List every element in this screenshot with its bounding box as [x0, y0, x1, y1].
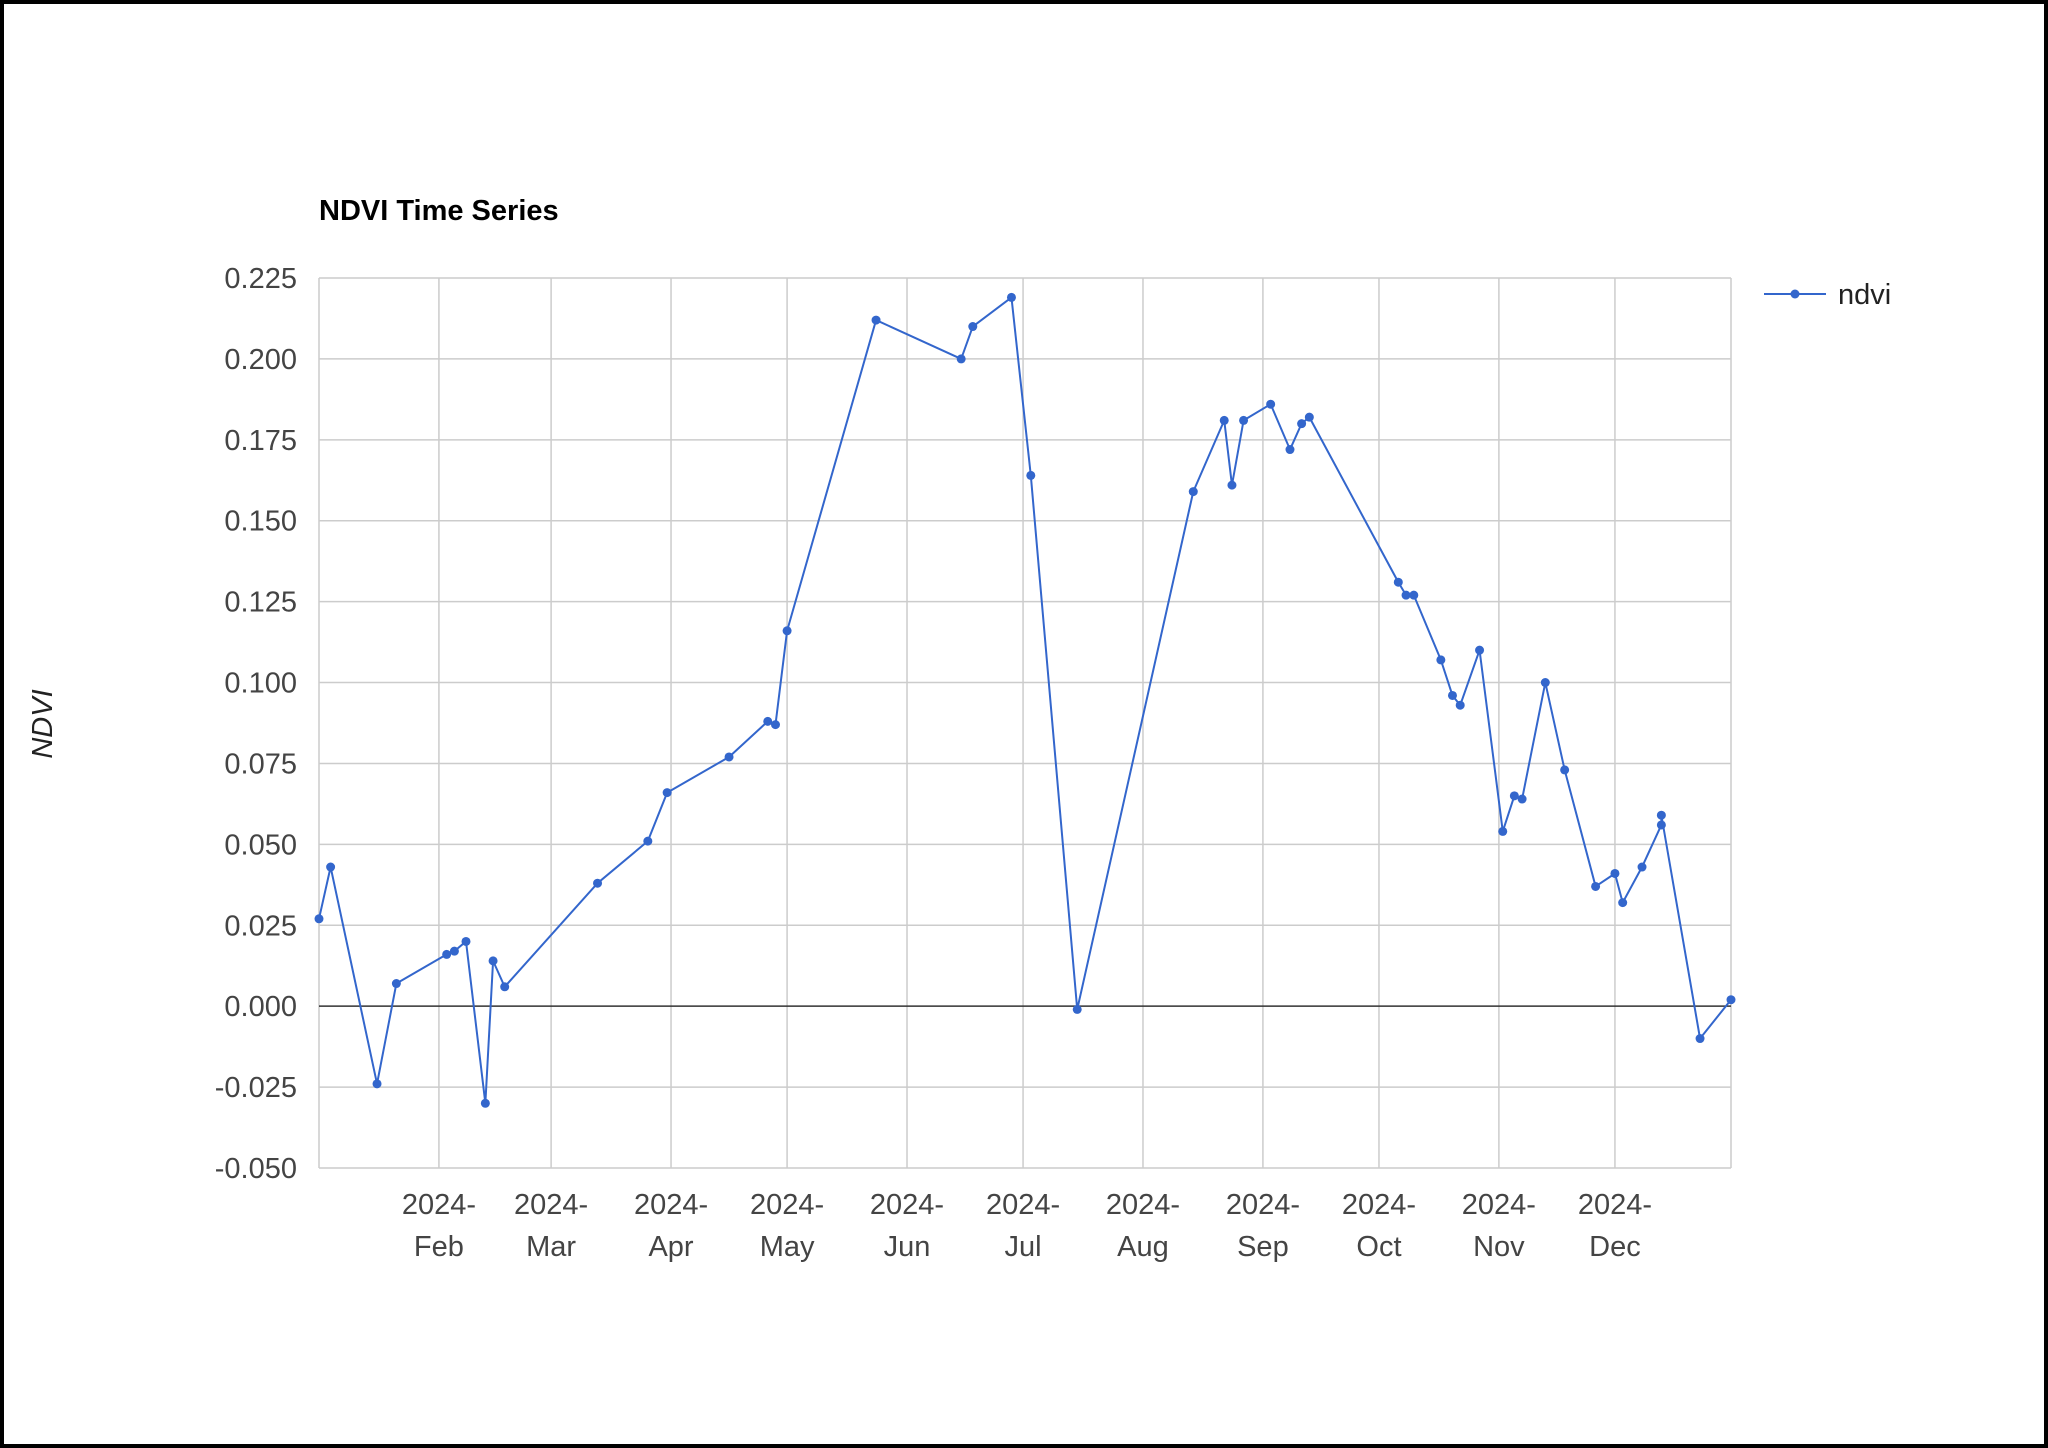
data-point[interactable]: [1540, 678, 1550, 688]
data-point[interactable]: [500, 982, 510, 992]
data-point[interactable]: [1656, 810, 1666, 820]
x-tick-label-month: Jul: [1005, 1231, 1042, 1263]
y-tick-label: 0.000: [224, 991, 297, 1023]
y-tick-label: 0.200: [224, 344, 297, 376]
data-point[interactable]: [1219, 415, 1229, 425]
y-tick-label: 0.025: [224, 910, 297, 942]
x-tick-label-year: 2024-: [1462, 1189, 1536, 1221]
data-point[interactable]: [488, 956, 498, 966]
x-tick-label-year: 2024-: [1342, 1189, 1416, 1221]
data-point[interactable]: [1006, 292, 1016, 302]
y-axis-label: NDVI: [27, 689, 59, 758]
data-point[interactable]: [314, 914, 324, 924]
y-axis-ticks: 0.225 0.200 0.175 0.150 0.125 0.100 0.075 0.050…: [215, 263, 297, 1185]
data-point[interactable]: [770, 720, 780, 730]
data-point[interactable]: [1560, 765, 1570, 775]
data-point[interactable]: [1436, 655, 1446, 665]
y-tick-label: 0.100: [224, 668, 297, 700]
y-tick-label: -0.050: [215, 1153, 297, 1185]
x-tick-label-year: 2024-: [986, 1189, 1060, 1221]
data-point[interactable]: [1618, 898, 1628, 908]
data-point[interactable]: [1266, 399, 1276, 409]
data-point[interactable]: [1447, 690, 1457, 700]
data-point[interactable]: [442, 949, 452, 959]
x-tick-label-month: Dec: [1589, 1231, 1641, 1263]
y-tick-label: 0.175: [224, 425, 297, 457]
y-tick-label: 0.075: [224, 748, 297, 780]
data-point[interactable]: [1509, 791, 1519, 801]
data-point[interactable]: [1517, 794, 1527, 804]
data-point[interactable]: [1610, 868, 1620, 878]
data-point[interactable]: [449, 946, 459, 956]
x-tick-label-month: Sep: [1237, 1231, 1289, 1263]
y-tick-label: 0.225: [224, 263, 297, 295]
x-axis-ticks: 2024- Feb 2024- Mar 2024- Apr 2024- May 2024- Jun…: [402, 1189, 1652, 1263]
x-tick-label-year: 2024-: [1578, 1189, 1652, 1221]
chart-title: NDVI Time Series: [319, 195, 559, 227]
data-point[interactable]: [1726, 995, 1736, 1005]
data-point[interactable]: [782, 626, 792, 636]
legend[interactable]: ndvi: [1764, 279, 1891, 311]
series-layer: [314, 292, 1736, 1108]
data-point[interactable]: [643, 836, 653, 846]
data-point[interactable]: [1637, 862, 1647, 872]
x-tick-label-month: Mar: [526, 1231, 576, 1263]
x-tick-label-month: Jun: [884, 1231, 931, 1263]
y-tick-label: 0.050: [224, 829, 297, 861]
data-point[interactable]: [372, 1079, 382, 1089]
y-tick-label: 0.125: [224, 587, 297, 619]
data-point[interactable]: [1304, 412, 1314, 422]
data-point[interactable]: [480, 1098, 490, 1108]
data-point[interactable]: [956, 354, 966, 364]
data-point[interactable]: [871, 315, 881, 325]
x-tick-label-month: Oct: [1356, 1231, 1401, 1263]
data-point[interactable]: [1026, 470, 1036, 480]
x-tick-label-year: 2024-: [402, 1189, 476, 1221]
legend-marker: [1790, 289, 1800, 299]
x-tick-label-month: Feb: [414, 1231, 464, 1263]
x-tick-label-month: Aug: [1117, 1231, 1169, 1263]
series-line-ndvi: [318, 296, 1732, 1105]
data-point[interactable]: [1656, 820, 1666, 830]
x-tick-label-month: Apr: [648, 1231, 693, 1263]
data-point[interactable]: [1393, 577, 1403, 587]
data-point[interactable]: [326, 862, 336, 872]
data-point[interactable]: [1401, 590, 1411, 600]
data-point[interactable]: [1695, 1034, 1705, 1044]
data-point[interactable]: [1455, 700, 1465, 710]
x-tick-label-year: 2024-: [1106, 1189, 1180, 1221]
data-point[interactable]: [1475, 645, 1485, 655]
data-point[interactable]: [1072, 1004, 1082, 1014]
x-tick-label-month: May: [760, 1231, 815, 1263]
data-point[interactable]: [662, 788, 672, 798]
y-tick-label: 0.150: [224, 506, 297, 538]
legend-label-ndvi: ndvi: [1838, 279, 1891, 311]
data-point[interactable]: [461, 936, 471, 946]
data-point[interactable]: [1188, 487, 1198, 497]
data-point[interactable]: [1227, 480, 1237, 490]
x-tick-label-year: 2024-: [870, 1189, 944, 1221]
data-point[interactable]: [1409, 590, 1419, 600]
x-tick-label-year: 2024-: [634, 1189, 708, 1221]
y-tick-label: -0.025: [215, 1072, 297, 1104]
data-point[interactable]: [763, 716, 773, 726]
grid-layer: [318, 277, 1732, 1169]
data-point[interactable]: [391, 979, 401, 989]
data-point[interactable]: [1285, 445, 1295, 455]
data-point[interactable]: [968, 322, 978, 332]
data-point[interactable]: [1297, 419, 1307, 429]
data-point[interactable]: [593, 878, 603, 888]
x-tick-label-year: 2024-: [750, 1189, 824, 1221]
x-tick-label-month: Nov: [1473, 1231, 1525, 1263]
x-tick-label-year: 2024-: [1226, 1189, 1300, 1221]
data-point[interactable]: [1591, 881, 1601, 891]
data-point[interactable]: [1498, 826, 1508, 836]
x-tick-label-year: 2024-: [514, 1189, 588, 1221]
data-point[interactable]: [1239, 415, 1249, 425]
data-point[interactable]: [724, 752, 734, 762]
